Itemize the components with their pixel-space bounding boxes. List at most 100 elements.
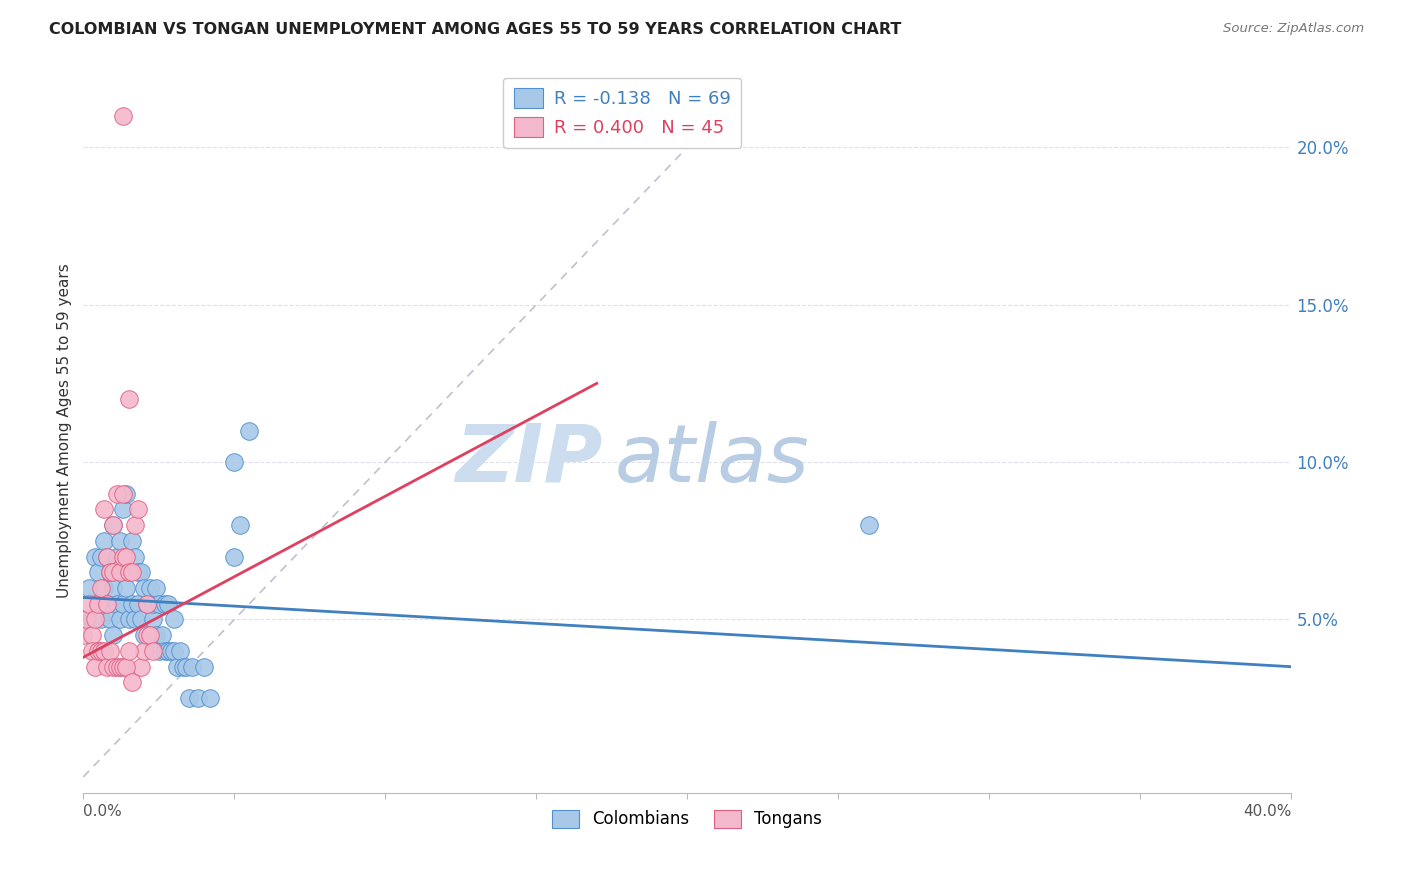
Point [105, 659, 128, 673]
Point [117, 566, 139, 580]
Point [100, 566, 122, 580]
Point [96, 597, 118, 611]
Point [96, 549, 118, 564]
Point [103, 566, 125, 580]
Point [132, 644, 155, 658]
Text: COLOMBIAN VS TONGAN UNEMPLOYMENT AMONG AGES 55 TO 59 YEARS CORRELATION CHART: COLOMBIAN VS TONGAN UNEMPLOYMENT AMONG A… [49, 22, 901, 37]
Point [132, 581, 155, 595]
Point [174, 659, 197, 673]
Point [87, 566, 110, 580]
Point [121, 597, 143, 611]
Point [82, 612, 104, 626]
Point [90, 644, 112, 658]
Point [105, 597, 128, 611]
Point [103, 518, 125, 533]
Legend: Colombians, Tongans: Colombians, Tongans [546, 803, 830, 835]
Point [121, 533, 143, 548]
Point [108, 659, 131, 673]
Point [93, 644, 115, 658]
Point [117, 392, 139, 406]
Point [100, 644, 122, 658]
Point [129, 612, 152, 626]
Point [124, 549, 146, 564]
Point [153, 644, 176, 658]
Point [100, 612, 122, 626]
Point [93, 533, 115, 548]
Point [127, 502, 149, 516]
Point [135, 628, 157, 642]
Text: ZIP: ZIP [456, 420, 603, 499]
Point [87, 644, 110, 658]
Point [111, 659, 134, 673]
Point [96, 659, 118, 673]
Point [111, 597, 134, 611]
Point [87, 597, 110, 611]
Point [100, 566, 122, 580]
Point [238, 424, 260, 438]
Point [96, 597, 118, 611]
Point [156, 644, 179, 658]
Point [79, 597, 101, 611]
Point [108, 566, 131, 580]
Point [82, 644, 104, 658]
Point [127, 597, 149, 611]
Point [145, 628, 167, 642]
Point [103, 581, 125, 595]
Text: 40.0%: 40.0% [1243, 805, 1292, 819]
Point [79, 581, 101, 595]
Point [169, 644, 191, 658]
Point [103, 518, 125, 533]
Point [129, 566, 152, 580]
Point [172, 659, 194, 673]
Point [75, 612, 97, 626]
Point [87, 644, 110, 658]
Point [96, 549, 118, 564]
Point [82, 628, 104, 642]
Point [111, 502, 134, 516]
Point [148, 644, 170, 658]
Point [177, 691, 200, 706]
Point [84, 659, 107, 673]
Point [121, 675, 143, 690]
Point [142, 597, 165, 611]
Point [111, 486, 134, 500]
Point [117, 566, 139, 580]
Text: 0.0%: 0.0% [83, 805, 122, 819]
Point [150, 628, 173, 642]
Point [166, 659, 188, 673]
Point [193, 659, 215, 673]
Point [105, 486, 128, 500]
Point [142, 644, 165, 658]
Point [72, 628, 94, 642]
Point [187, 691, 209, 706]
Point [224, 549, 246, 564]
Point [139, 628, 162, 642]
Point [135, 597, 157, 611]
Text: atlas: atlas [614, 420, 810, 499]
Point [93, 581, 115, 595]
Point [160, 644, 183, 658]
Point [127, 566, 149, 580]
Point [114, 549, 136, 564]
Point [145, 581, 167, 595]
Point [163, 644, 186, 658]
Point [105, 549, 128, 564]
Point [72, 612, 94, 626]
Point [114, 581, 136, 595]
Point [108, 533, 131, 548]
Point [103, 628, 125, 642]
Point [84, 549, 107, 564]
Point [858, 518, 880, 533]
Point [117, 612, 139, 626]
Point [129, 659, 152, 673]
Point [114, 659, 136, 673]
Point [114, 486, 136, 500]
Point [93, 502, 115, 516]
Point [111, 109, 134, 123]
Point [124, 612, 146, 626]
Point [103, 659, 125, 673]
Text: Source: ZipAtlas.com: Source: ZipAtlas.com [1223, 22, 1364, 36]
Point [156, 597, 179, 611]
Point [111, 549, 134, 564]
Point [132, 628, 155, 642]
